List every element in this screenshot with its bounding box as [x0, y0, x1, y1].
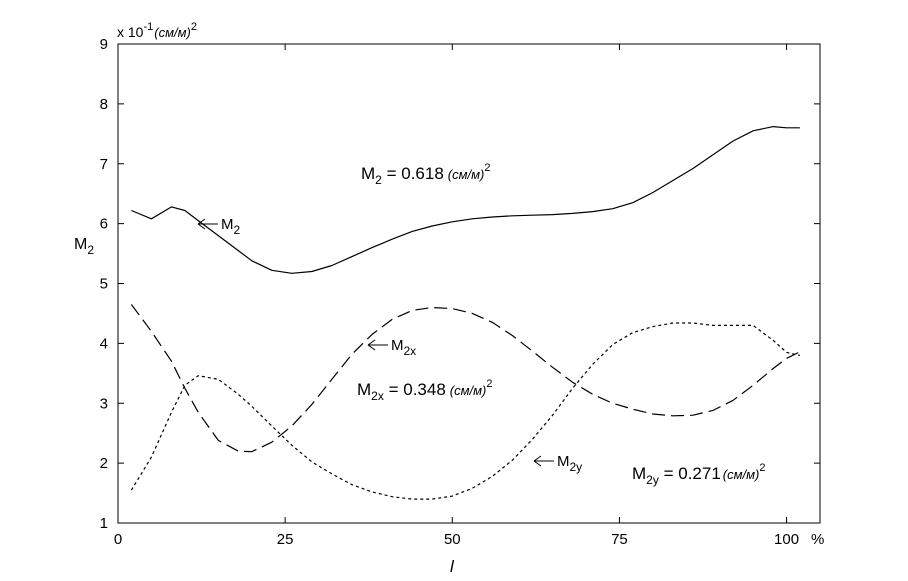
m2x-value-label: M2x = 0.348 (см/м)2: [357, 378, 493, 403]
m2x-arrow-icon: [367, 339, 388, 351]
m2-arrow-annotation: M2: [197, 216, 241, 237]
y-tick-label: 2: [100, 455, 108, 472]
m2x-arrow-annotation: M2x: [367, 337, 416, 358]
series-line-m2y: [130, 322, 801, 500]
x-tick-label: 100: [774, 531, 799, 548]
x-tick-label: 50: [444, 531, 461, 548]
y-tick-label: 4: [100, 335, 108, 352]
y-tick-label: 7: [100, 156, 108, 173]
y-tick-label: 9: [100, 36, 108, 53]
y-tick-label: 1: [100, 515, 108, 532]
y-tick-label: 6: [100, 216, 108, 233]
y-tick-label: 5: [100, 276, 108, 293]
y-multiplier-label: x 10-1(см/м)2: [117, 21, 197, 40]
m2y-arrow-label: M2y: [557, 453, 582, 474]
m2y-arrow-icon: [533, 455, 554, 467]
plot-frame: [117, 43, 821, 524]
m2y-arrow-annotation: M2y: [533, 453, 582, 474]
y-axis-label: M2: [74, 236, 94, 257]
m2-arrow-icon: [197, 218, 218, 230]
axes: 0 25 50 75 100 1 2 3 4 5 6 7 8 9: [100, 36, 821, 548]
series-group: [130, 126, 801, 500]
x-tick-label: 0: [114, 531, 122, 548]
m2-value-label: M2 = 0.618 (см/м)2: [361, 162, 491, 187]
x-tick-label: 25: [277, 531, 294, 548]
series-line-m2x: [130, 304, 801, 453]
y-tick-label: 3: [100, 395, 108, 412]
m2y-value-label: M2y = 0.271 (см/м)2: [632, 462, 766, 487]
m2x-arrow-label: M2x: [391, 337, 416, 358]
x-tick-suffix: %: [811, 531, 824, 548]
m2-arrow-label: M2: [221, 216, 241, 237]
x-axis-label: l: [450, 557, 455, 576]
x-tick-label: 75: [611, 531, 628, 548]
y-tick-label: 8: [100, 96, 108, 113]
series-line-m2: [131, 126, 800, 274]
